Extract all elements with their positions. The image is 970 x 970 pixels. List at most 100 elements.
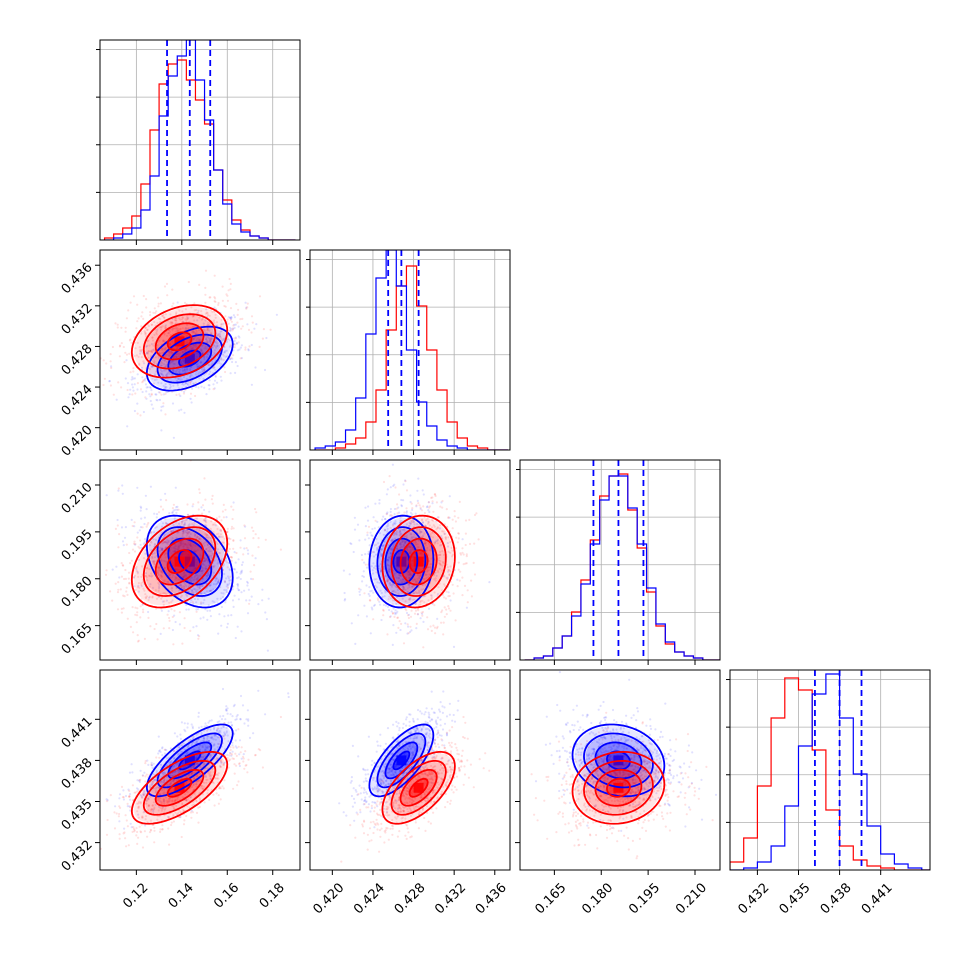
scatter-point (132, 295, 136, 298)
scatter-point (265, 618, 268, 621)
scatter-point (165, 282, 169, 285)
scatter-point (128, 352, 131, 355)
scatter-point (151, 336, 154, 339)
scatter-point (402, 483, 405, 486)
scatter-point (158, 749, 161, 752)
scatter-point (195, 332, 198, 335)
scatter-point (233, 339, 236, 342)
scatter-point (395, 631, 398, 634)
scatter-point (416, 581, 419, 584)
scatter-point (207, 604, 210, 607)
scatter-point (408, 576, 411, 579)
scatter-point (189, 382, 192, 386)
scatter-point (455, 536, 458, 539)
scatter-point (213, 559, 216, 562)
scatter-point (427, 521, 430, 524)
scatter-point (140, 796, 143, 799)
scatter-point (279, 548, 282, 551)
scatter-point (409, 625, 412, 628)
scatter-point (184, 730, 187, 733)
scatter-point (215, 533, 218, 536)
scatter-point (142, 378, 145, 382)
scatter-point (444, 538, 447, 541)
scatter-point (196, 356, 199, 359)
scatter-point (250, 315, 254, 318)
scatter-point (429, 533, 432, 536)
scatter-point (242, 553, 245, 556)
scatter-point (380, 570, 383, 573)
scatter-point (182, 383, 185, 386)
scatter-point (176, 505, 179, 508)
scatter-point (447, 516, 450, 519)
scatter-point (424, 544, 427, 547)
scatter-point (204, 286, 207, 289)
scatter-point (190, 723, 193, 726)
scatter-point (143, 330, 146, 333)
scatter-point (240, 569, 244, 572)
scatter-point (162, 627, 165, 630)
scatter-point (192, 591, 195, 594)
scatter-point (220, 624, 223, 627)
scatter-point (236, 577, 239, 580)
scatter-point (161, 542, 164, 545)
scatter-point (413, 578, 416, 581)
scatter-point (196, 634, 200, 637)
scatter-point (374, 584, 377, 587)
scatter-point (193, 302, 196, 305)
scatter-point (238, 589, 241, 592)
scatter-point (208, 340, 212, 343)
scatter-point (171, 628, 174, 632)
scatter-point (414, 543, 417, 546)
scatter-point (189, 544, 192, 547)
scatter-point (364, 525, 367, 528)
scatter-point (399, 533, 402, 536)
scatter-point (189, 348, 192, 351)
scatter-point (155, 516, 158, 519)
scatter-point (187, 316, 190, 319)
scatter-point (189, 375, 192, 378)
scatter-point (246, 306, 249, 309)
scatter-point (149, 625, 152, 628)
scatter-point (236, 583, 239, 586)
scatter-point (203, 357, 206, 361)
scatter-point (157, 735, 160, 738)
scatter-point (230, 505, 233, 508)
scatter-point (250, 331, 253, 334)
scatter-point (221, 285, 224, 288)
scatter-point (189, 532, 192, 536)
scatter-point (406, 587, 409, 590)
scatter-point (431, 536, 435, 539)
scatter-point (140, 795, 143, 798)
scatter-point (199, 338, 202, 341)
scatter-point (136, 382, 139, 385)
scatter-point (241, 325, 244, 328)
scatter-point (421, 551, 424, 554)
scatter-point (186, 529, 189, 532)
scatter-point (187, 327, 190, 330)
scatter-point (383, 529, 386, 532)
scatter-point (461, 594, 464, 597)
scatter-point (186, 531, 189, 535)
scatter-point (226, 530, 229, 533)
panel-frame (99, 39, 301, 241)
scatter-point (187, 543, 190, 546)
scatter-point (125, 590, 128, 593)
scatter-point (177, 569, 180, 572)
scatter-point (361, 580, 364, 583)
scatter-point (411, 585, 414, 589)
scatter-point (199, 554, 202, 557)
scatter-point (192, 346, 195, 349)
scatter-point (224, 601, 227, 604)
scatter-point (401, 540, 404, 544)
scatter-point (432, 574, 435, 577)
scatter-point (194, 325, 197, 328)
scatter-point (220, 318, 223, 321)
scatter-point (421, 584, 424, 587)
scatter-point (180, 750, 183, 753)
scatter-point (161, 549, 164, 552)
scatter-point (150, 541, 153, 544)
scatter-point (121, 540, 125, 543)
scatter-point (192, 338, 195, 341)
scatter-point (433, 493, 436, 496)
histogram-red (730, 677, 930, 870)
